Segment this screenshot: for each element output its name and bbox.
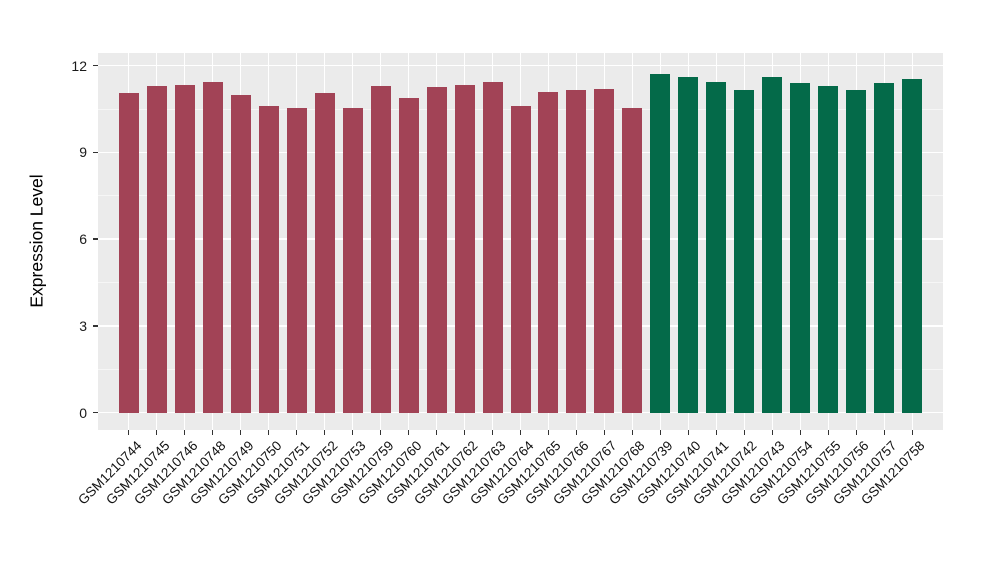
x-tick-mark [239, 430, 242, 435]
bar-GSM1210745 [146, 85, 167, 413]
y-tick-label: 6 [79, 231, 87, 248]
x-tick-mark [715, 430, 718, 435]
bar-GSM1210757 [874, 83, 895, 413]
x-tick-mark [687, 430, 690, 435]
bar-GSM1210760 [398, 97, 419, 413]
bar-GSM1210768 [622, 107, 643, 413]
bar-GSM1210739 [650, 74, 671, 413]
x-tick-mark [743, 430, 746, 435]
bar-GSM1210764 [510, 106, 531, 413]
x-tick-mark [407, 430, 410, 435]
bar-GSM1210762 [454, 84, 475, 413]
x-tick-mark [855, 430, 857, 435]
y-axis-title: Expression Level [26, 174, 47, 308]
bar-GSM1210765 [538, 91, 559, 413]
x-tick-mark [799, 430, 801, 435]
bar-GSM1210766 [566, 90, 587, 413]
bar-GSM1210743 [762, 77, 783, 413]
y-tick-mark [93, 151, 98, 154]
x-tick-mark [184, 430, 186, 435]
bar-GSM1210749 [230, 94, 251, 413]
x-tick-mark [323, 430, 326, 435]
bar-GSM1210750 [258, 106, 279, 413]
y-tick-mark [93, 238, 98, 240]
x-tick-mark [883, 430, 885, 435]
bar-GSM1210742 [734, 90, 755, 413]
x-tick-mark [631, 430, 634, 435]
x-tick-mark [463, 430, 466, 435]
x-tick-mark [771, 430, 773, 435]
x-tick-mark [295, 430, 298, 435]
bar-GSM1210746 [174, 84, 195, 413]
bar-GSM1210763 [482, 81, 503, 413]
x-tick-mark [156, 430, 158, 435]
x-tick-mark [351, 430, 354, 435]
x-tick-mark [491, 430, 494, 435]
bar-GSM1210761 [426, 87, 447, 413]
bar-GSM1210740 [678, 77, 699, 413]
x-tick-mark [435, 430, 438, 435]
bar-GSM1210767 [594, 88, 615, 413]
bar-GSM1210752 [314, 93, 335, 413]
y-tick-label: 12 [71, 57, 87, 74]
plot-panel [98, 53, 943, 430]
x-tick-mark [519, 430, 522, 435]
x-tick-mark [575, 430, 578, 435]
y-tick-label: 9 [79, 144, 87, 161]
bar-GSM1210755 [818, 85, 839, 413]
bar-GSM1210751 [286, 107, 307, 413]
y-tick-mark [93, 65, 98, 67]
x-tick-mark [267, 430, 270, 435]
bar-GSM1210756 [846, 90, 867, 413]
x-tick-mark [827, 430, 829, 435]
y-tick-mark [93, 411, 98, 414]
y-tick-label: 3 [79, 317, 87, 334]
bar-GSM1210741 [706, 81, 727, 413]
bar-GSM1210753 [342, 107, 363, 413]
y-tick-label: 0 [79, 404, 87, 421]
x-tick-mark [911, 430, 913, 435]
x-tick-mark [379, 430, 382, 435]
x-tick-mark [603, 430, 606, 435]
x-tick-mark [212, 430, 214, 435]
x-tick-mark [547, 430, 550, 435]
bar-GSM1210758 [902, 78, 923, 413]
bar-GSM1210744 [118, 93, 139, 413]
x-tick-mark [128, 430, 130, 435]
bar-GSM1210759 [370, 85, 391, 413]
x-tick-mark [659, 430, 662, 435]
bar-GSM1210754 [790, 83, 811, 413]
y-tick-mark [93, 325, 98, 327]
bar-GSM1210748 [202, 81, 223, 413]
